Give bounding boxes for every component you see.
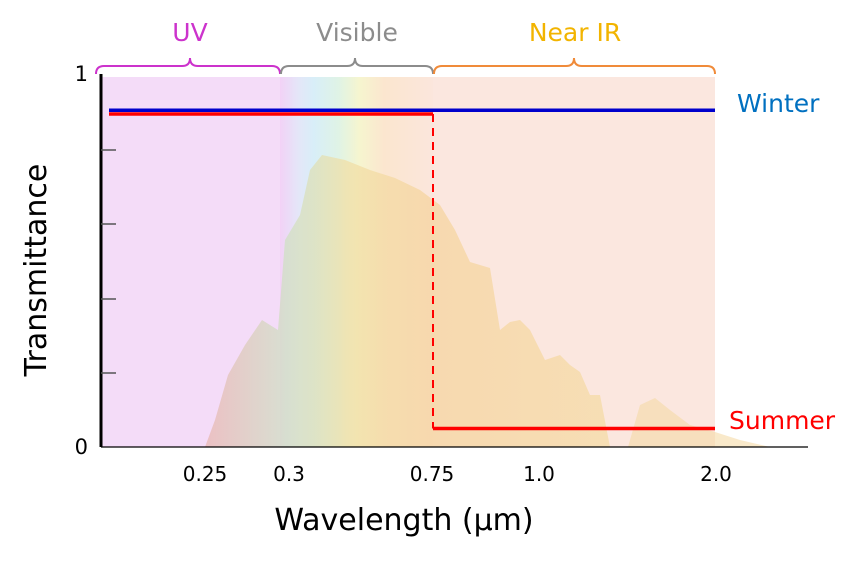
summer-label: Summer [729,406,836,435]
xtick-label-0-75: 0.75 [410,462,455,486]
xtick-label-1-0: 1.0 [523,462,555,486]
y-axis-label: Transmittance [19,164,54,378]
solar-spectrum-shape [205,155,610,447]
near-ir-brace [433,57,716,75]
winter-label: Winter [737,89,820,118]
summer-series [109,112,715,431]
uv-label: UV [172,18,207,47]
ytick-label-bottom: 0 [75,435,88,459]
near-ir-label: Near IR [529,18,621,47]
visible-brace [280,57,434,75]
ytick-label-top: 1 [75,62,88,86]
visible-label: Visible [316,18,398,47]
xtick-label-2-0: 2.0 [700,462,732,486]
uv-brace [95,57,281,75]
y-axis-minor-ticks [101,149,116,374]
x-axis-label: Wavelength (μm) [274,503,533,538]
solar-spectrum-tail [628,398,770,447]
xtick-label-0-3: 0.3 [273,462,305,486]
xtick-label-0-25: 0.25 [183,462,228,486]
